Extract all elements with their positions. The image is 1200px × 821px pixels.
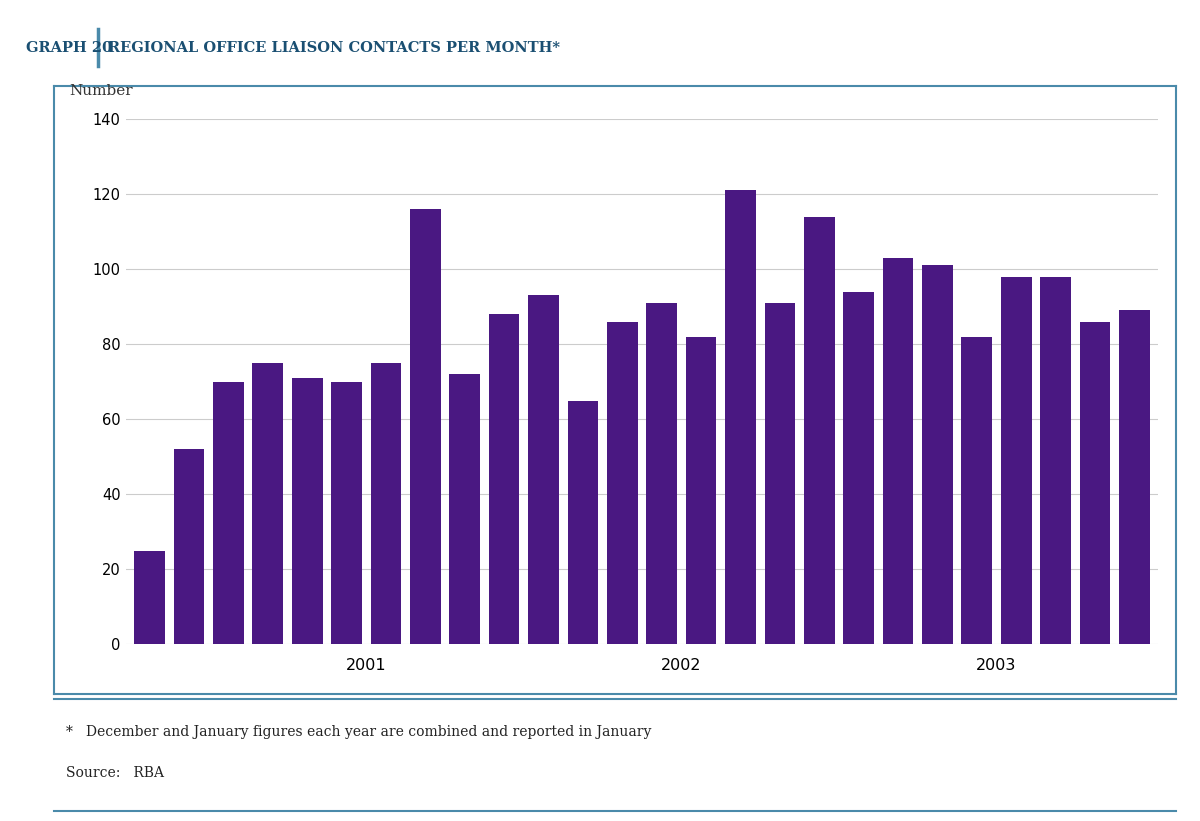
Bar <box>410 209 440 644</box>
Bar <box>607 322 637 644</box>
Bar <box>1080 322 1110 644</box>
Bar <box>528 296 559 644</box>
Bar <box>922 265 953 644</box>
Bar <box>883 258 913 644</box>
Bar <box>647 303 677 644</box>
Bar <box>449 374 480 644</box>
Bar <box>214 382 244 644</box>
Bar <box>331 382 362 644</box>
Bar <box>961 337 992 644</box>
Text: REGIONAL OFFICE LIAISON CONTACTS PER MONTH*: REGIONAL OFFICE LIAISON CONTACTS PER MON… <box>108 40 560 55</box>
Bar <box>844 291 874 644</box>
Bar <box>134 551 164 644</box>
Text: *   December and January figures each year are combined and reported in January: * December and January figures each year… <box>66 725 652 740</box>
Bar <box>488 314 520 644</box>
Bar <box>1040 277 1070 644</box>
Text: GRAPH 20: GRAPH 20 <box>26 40 113 55</box>
Bar <box>292 378 323 644</box>
Bar <box>804 217 835 644</box>
Bar <box>371 363 401 644</box>
Bar <box>1001 277 1032 644</box>
Text: Number: Number <box>70 84 133 98</box>
Bar <box>725 190 756 644</box>
Text: Source:   RBA: Source: RBA <box>66 766 164 781</box>
Bar <box>1120 310 1150 644</box>
Bar <box>764 303 796 644</box>
Bar <box>174 449 204 644</box>
Bar <box>568 401 599 644</box>
Bar <box>685 337 716 644</box>
Bar <box>252 363 283 644</box>
